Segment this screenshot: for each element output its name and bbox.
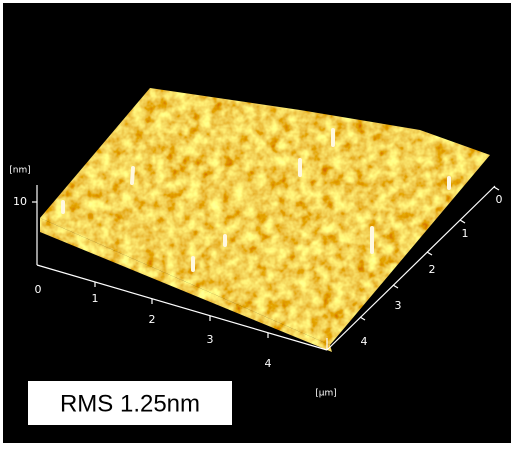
x-tick-label: 0 [35,283,42,296]
x-tick-label: 3 [207,333,214,346]
afm-image: [nm] 10 0 1 2 3 4 0 1 2 3 4 [μm] RMS 1.2… [0,0,514,446]
y-tick-label: 1 [462,227,469,240]
y-tick-label: 4 [361,335,368,348]
xy-unit: [μm] [315,389,337,399]
y-tick-label: 3 [395,299,402,312]
annotation: RMS 1.25nm [60,390,200,417]
z-unit: [nm] [9,166,31,176]
y-tick-label: 0 [496,193,503,206]
x-tick-label: 4 [265,357,272,370]
z-tick-label: 10 [13,195,27,208]
x-tick-label: 1 [92,292,99,305]
y-tick-label: 2 [429,263,436,276]
page: [nm] 10 0 1 2 3 4 0 1 2 3 4 [μm] RMS 1.2… [0,0,514,446]
x-tick-label: 2 [149,313,156,326]
